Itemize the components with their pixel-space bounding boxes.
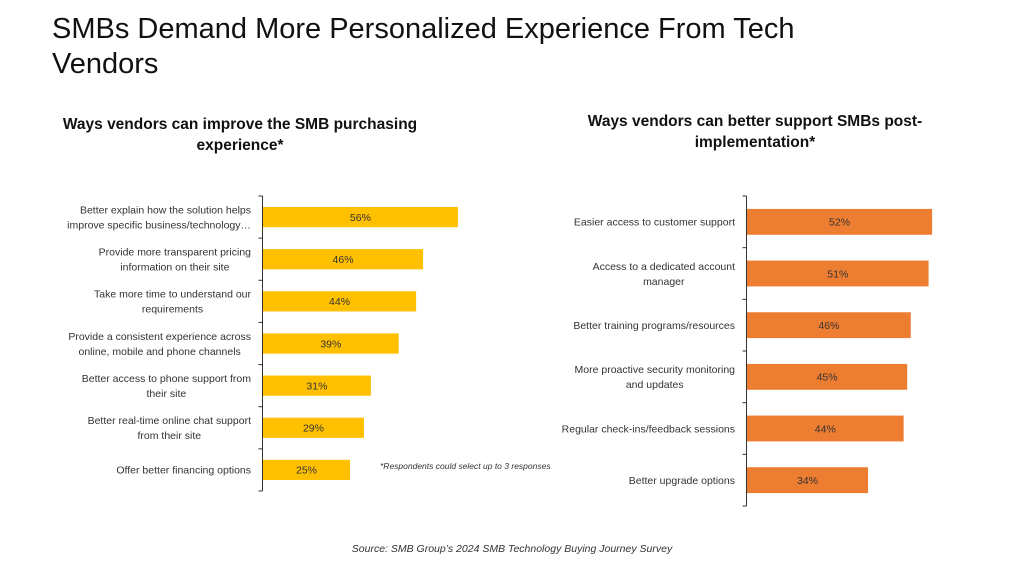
left-value-label: 39% — [320, 338, 341, 350]
footnote: *Respondents could select up to 3 respon… — [380, 461, 551, 471]
left-value-label: 29% — [303, 423, 324, 435]
right-category-label: Easier access to customer support — [574, 217, 735, 229]
left-category-label: Take more time to understand our requirem… — [94, 289, 252, 316]
left-bar — [263, 459, 350, 481]
right-bar — [747, 260, 929, 287]
left-value-label: 56% — [350, 212, 371, 224]
left-bar — [263, 249, 424, 270]
right-value-label: 52% — [829, 217, 850, 229]
left-category-label: Better real-time online chat support from… — [88, 415, 251, 442]
slide-title: SMBs Demand More Personalized Experience… — [52, 13, 795, 80]
right-category-label: More proactive security monitoring and up… — [575, 364, 736, 391]
left-category-label: Provide a consistent experience across on… — [68, 331, 251, 358]
right-bar — [747, 312, 911, 339]
right-value-label: 51% — [827, 268, 848, 280]
left-category-label: Better explain how the solution helps imp… — [67, 204, 251, 231]
left-bar — [263, 206, 458, 228]
left-bar — [263, 417, 364, 438]
left-bar — [263, 291, 417, 312]
right-chart-title: Ways vendors can better support SMBs pos… — [587, 113, 923, 151]
right-bar — [747, 363, 908, 390]
source-note: Source: SMB Group’s 2024 SMB Technology … — [351, 543, 673, 555]
left-value-label: 25% — [296, 465, 317, 477]
left-category-label: Better access to phone support from their… — [82, 373, 252, 400]
right-value-label: 34% — [797, 475, 818, 487]
left-value-label: 46% — [333, 254, 354, 266]
left-category-label: Provide more transparent pricing informat… — [99, 247, 251, 274]
left-value-label: 44% — [329, 296, 350, 308]
left-category-label: Offer better financing options — [116, 465, 251, 477]
right-category-label: Better upgrade options — [629, 475, 735, 487]
right-value-label: 44% — [815, 423, 836, 435]
right-value-label: 45% — [817, 372, 838, 384]
right-value-label: 46% — [818, 320, 839, 332]
right-bar — [747, 467, 869, 494]
right-category-label: Better training programs/resources — [573, 320, 735, 332]
left-chart-title: Ways vendors can improve the SMB purchas… — [62, 116, 418, 154]
right-category-label: Access to a dedicated account manager — [593, 261, 736, 288]
right-bar — [747, 208, 933, 235]
right-bar — [747, 415, 904, 442]
right-category-label: Regular check-ins/feedback sessions — [562, 423, 735, 435]
left-bar — [263, 375, 371, 396]
left-bar — [263, 333, 399, 354]
left-value-label: 31% — [306, 380, 327, 392]
